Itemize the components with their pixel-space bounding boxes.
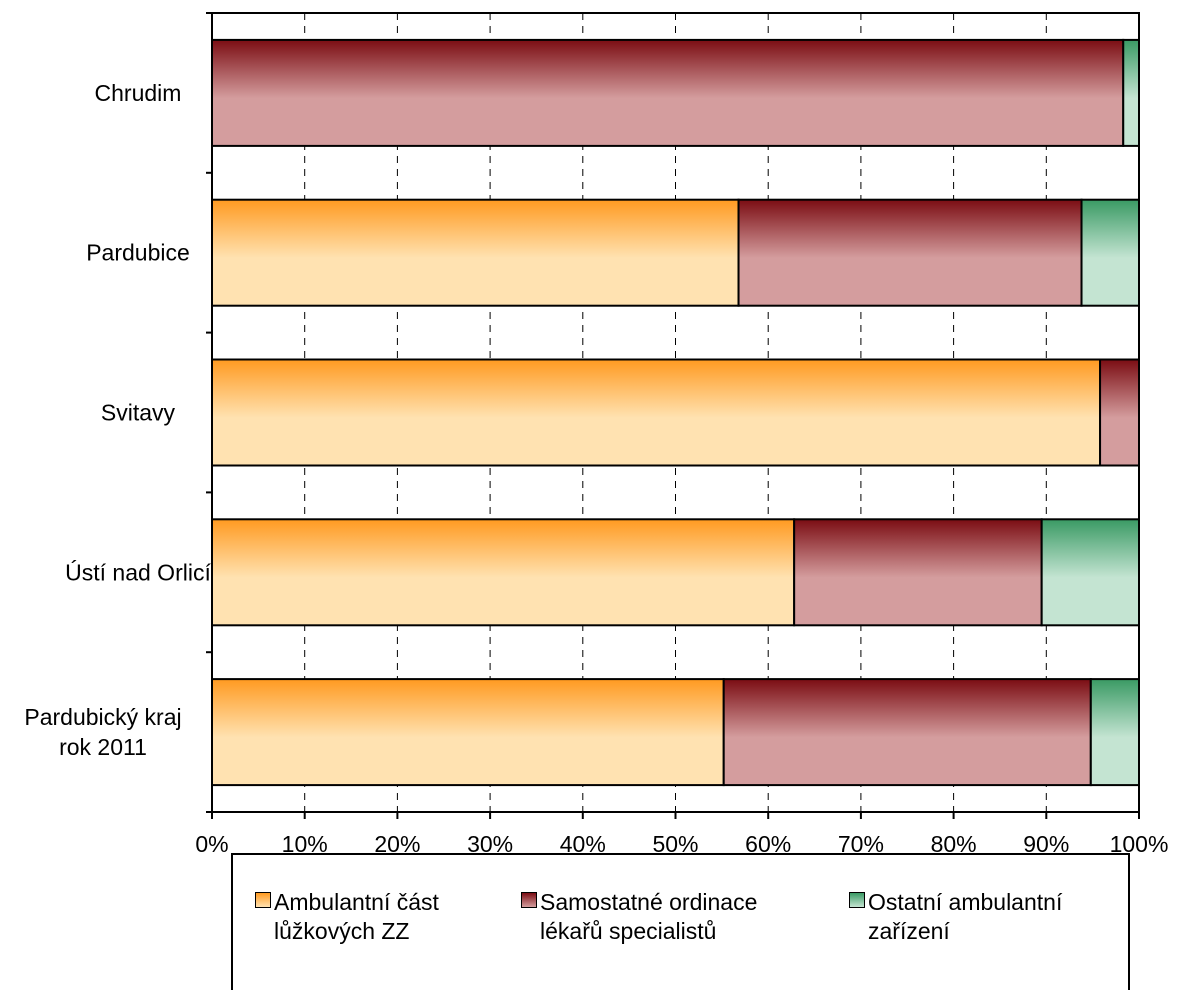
bar-segment (1099, 358, 1141, 467)
legend-swatch-samostatne (521, 892, 537, 908)
legend-label-ostatni: Ostatní ambulantní zařízení (868, 889, 1063, 944)
x-tick-label: 80% (931, 831, 977, 853)
bar-segment (211, 358, 1102, 467)
bar-segment (793, 518, 1043, 627)
bar-segment (1122, 38, 1140, 147)
chart: 0% 10% 20% 30% 40% 50% 60% 70% 80% 90% 100% Chrudim… (24, 12, 1168, 853)
bar-segment (1089, 678, 1141, 787)
bar-segment (1080, 198, 1140, 307)
category-label: Pardubice (86, 240, 190, 266)
x-tick-label: 70% (838, 831, 884, 853)
bar-segment (211, 518, 796, 627)
legend: Ambulantní část lůžkových ZZ Samostatné … (231, 853, 1130, 990)
x-tick-label: 40% (560, 831, 606, 853)
category-label: Pardubický kraj rok 2011 (24, 704, 181, 760)
legend-item-ambulantni: Ambulantní část lůžkových ZZ (255, 888, 439, 946)
category-label: Svitavy (101, 400, 176, 426)
bar-segment (211, 198, 740, 307)
legend-swatch-ostatni (849, 892, 865, 908)
category-label: Ústí nad Orlicí (65, 559, 211, 585)
x-tick-label: 30% (467, 831, 513, 853)
bar-segment (211, 678, 725, 787)
legend-label-samostatne: Samostatné ordinace lékařů specialistů (540, 889, 758, 944)
legend-label-ambulantni: Ambulantní část lůžkových ZZ (274, 889, 439, 944)
x-tick-label: 100% (1110, 831, 1169, 853)
category-label: Chrudim (95, 80, 182, 106)
legend-swatch-ambulantni (255, 892, 271, 908)
bar-segment (737, 198, 1083, 307)
x-tick-label: 90% (1023, 831, 1069, 853)
legend-item-samostatne: Samostatné ordinace lékařů specialistů (521, 888, 757, 946)
labels: 0% 10% 20% 30% 40% 50% 60% 70% 80% 90% 100% Chrudim… (24, 80, 1168, 853)
bar-segment (722, 678, 1092, 787)
bar-segment (211, 38, 1125, 147)
x-tick-label: 60% (745, 831, 791, 853)
x-tick-label: 50% (652, 831, 698, 853)
axes (206, 12, 1140, 819)
x-tick-label: 0% (195, 831, 228, 853)
x-tick-label: 10% (282, 831, 328, 853)
bars (211, 38, 1141, 787)
legend-item-ostatni: Ostatní ambulantní zařízení (849, 888, 1062, 946)
x-tick-label: 20% (374, 831, 420, 853)
bar-segment (1040, 518, 1141, 627)
